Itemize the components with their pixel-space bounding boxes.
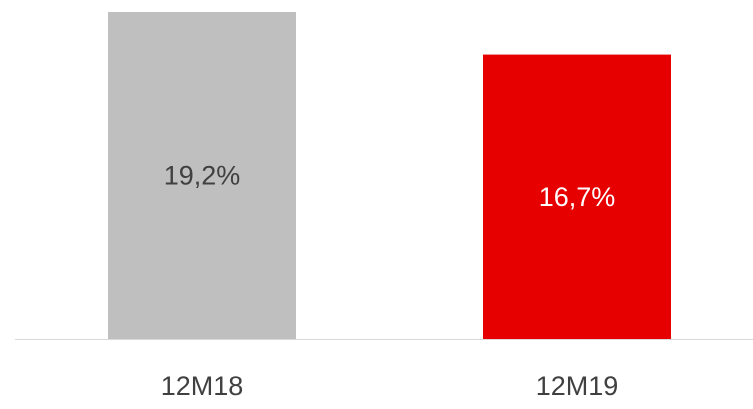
bar — [483, 54, 671, 339]
value-label: 19,2% — [164, 161, 241, 191]
x-tick-label: 12M19 — [536, 371, 619, 401]
value-label: 16,7% — [539, 182, 616, 212]
bar — [108, 12, 296, 339]
x-tick-label: 12M18 — [161, 371, 244, 401]
